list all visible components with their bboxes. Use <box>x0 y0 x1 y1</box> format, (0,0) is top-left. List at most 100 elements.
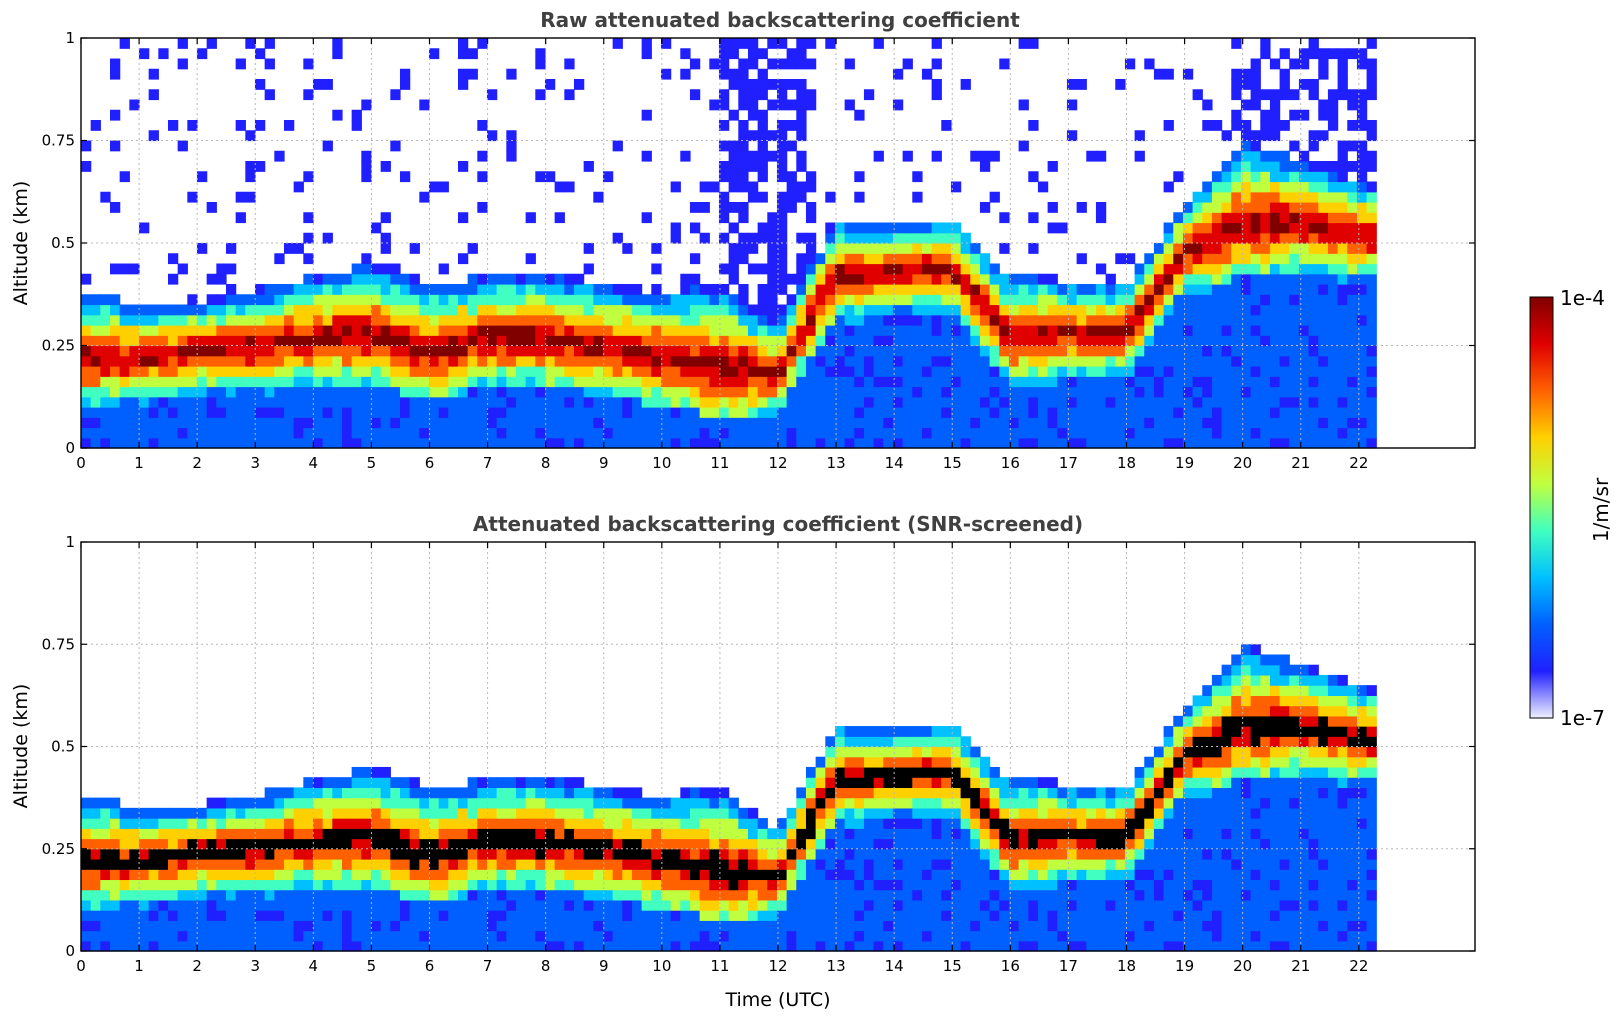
heatmap-cell <box>1144 417 1154 428</box>
heatmap-cell <box>429 315 439 326</box>
heatmap-cell <box>767 931 777 942</box>
heatmap-cell <box>187 407 197 418</box>
heatmap-cell <box>477 284 487 295</box>
heatmap-cell <box>555 859 565 870</box>
heatmap-cell <box>497 931 507 942</box>
heatmap-cell <box>593 890 603 901</box>
heatmap-cell <box>777 130 787 141</box>
x-tick-label: 0 <box>76 454 86 472</box>
heatmap-cell <box>729 38 739 49</box>
heatmap-cell <box>303 879 313 890</box>
heatmap-cell <box>468 346 478 357</box>
heatmap-cell <box>1019 931 1029 942</box>
heatmap-cell <box>1231 253 1241 264</box>
heatmap-cell <box>1028 849 1038 860</box>
heatmap-cell <box>1367 161 1377 172</box>
heatmap-cell <box>1115 417 1125 428</box>
heatmap-cell <box>564 428 574 439</box>
heatmap-cell <box>845 890 855 901</box>
heatmap-cell <box>545 79 555 90</box>
heatmap-cell <box>661 346 671 357</box>
heatmap-cell <box>1328 407 1338 418</box>
heatmap-cell <box>999 920 1009 931</box>
heatmap-cell <box>168 839 178 850</box>
heatmap-cell <box>1019 900 1029 911</box>
heatmap-cell <box>187 305 197 316</box>
heatmap-cell <box>941 849 951 860</box>
heatmap-cell <box>400 397 410 408</box>
heatmap-cell <box>545 920 555 931</box>
heatmap-cell <box>642 151 652 162</box>
heatmap-cell <box>903 407 913 418</box>
heatmap-cell <box>680 428 690 439</box>
heatmap-cell <box>1019 839 1029 850</box>
heatmap-cell <box>178 356 188 367</box>
heatmap-cell <box>951 920 961 931</box>
heatmap-cell <box>1338 387 1348 398</box>
heatmap-cell <box>526 325 536 336</box>
heatmap-cell <box>970 243 980 254</box>
heatmap-cell <box>632 828 642 839</box>
heatmap-cell <box>1115 305 1125 316</box>
heatmap-cell <box>796 387 806 398</box>
heatmap-cell <box>990 900 1000 911</box>
heatmap-cell <box>1260 161 1270 172</box>
heatmap-cell <box>371 879 381 890</box>
heatmap-cell <box>1086 808 1096 819</box>
heatmap-cell <box>1086 941 1096 952</box>
heatmap-cell <box>700 315 710 326</box>
heatmap-cell <box>1154 397 1164 408</box>
x-tick-label: 9 <box>599 454 609 472</box>
heatmap-cell <box>1328 120 1338 131</box>
heatmap-cell <box>303 931 313 942</box>
heatmap-cell <box>1038 284 1048 295</box>
heatmap-cell <box>564 879 574 890</box>
heatmap-cell <box>990 284 1000 295</box>
heatmap-cell <box>806 171 816 182</box>
heatmap-cell <box>864 726 874 737</box>
heatmap-cell <box>149 346 159 357</box>
heatmap-cell <box>1135 808 1145 819</box>
heatmap-cell <box>1367 315 1377 326</box>
heatmap-cell <box>719 879 729 890</box>
heatmap-cell <box>255 387 265 398</box>
heatmap-cell <box>990 305 1000 316</box>
heatmap-cell <box>400 931 410 942</box>
heatmap-cell <box>642 387 652 398</box>
heatmap-cell <box>661 294 671 305</box>
heatmap-cell <box>1048 387 1058 398</box>
heatmap-cell <box>1270 171 1280 182</box>
heatmap-cell <box>1154 849 1164 860</box>
heatmap-cell <box>236 920 246 931</box>
heatmap-cell <box>758 79 768 90</box>
heatmap-cell <box>912 726 922 737</box>
heatmap-cell <box>439 428 449 439</box>
heatmap-cell <box>535 777 545 788</box>
heatmap-cell <box>545 869 555 880</box>
heatmap-cell <box>1086 859 1096 870</box>
heatmap-cell <box>429 859 439 870</box>
heatmap-cell <box>332 48 342 59</box>
heatmap-cell <box>845 726 855 737</box>
heatmap-cell <box>845 376 855 387</box>
heatmap-cell <box>1231 346 1241 357</box>
heatmap-cell <box>1212 387 1222 398</box>
heatmap-cell <box>100 941 110 952</box>
heatmap-cell <box>748 233 758 244</box>
heatmap-cell <box>1193 223 1203 234</box>
heatmap-cell <box>361 161 371 172</box>
heatmap-cell <box>980 305 990 316</box>
heatmap-cell <box>729 941 739 952</box>
heatmap-cell <box>197 243 207 254</box>
heatmap-cell <box>922 910 932 921</box>
heatmap-cell <box>168 828 178 839</box>
heatmap-cell <box>381 417 391 428</box>
heatmap-cell <box>274 366 284 377</box>
heatmap-cell <box>758 890 768 901</box>
heatmap-cell <box>91 376 101 387</box>
heatmap-cell <box>613 356 623 367</box>
heatmap-cell <box>361 900 371 911</box>
heatmap-cell <box>516 798 526 809</box>
heatmap-cell <box>564 397 574 408</box>
heatmap-cell <box>342 869 352 880</box>
